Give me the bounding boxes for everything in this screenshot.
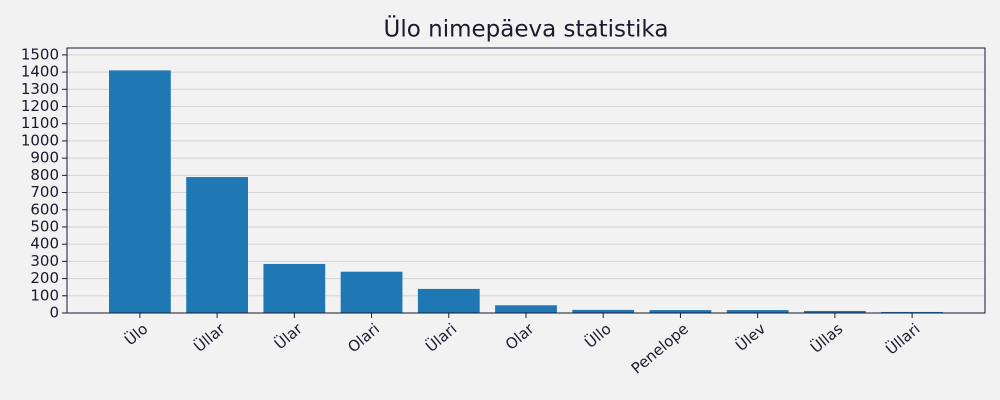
bar bbox=[881, 311, 943, 313]
bar bbox=[495, 305, 557, 313]
bar bbox=[572, 309, 635, 313]
y-tick-label: 1100 bbox=[21, 114, 59, 132]
y-tick-label: 200 bbox=[30, 269, 59, 287]
y-tick-label: 0 bbox=[49, 304, 59, 322]
y-tick-label: 700 bbox=[30, 183, 59, 201]
bar bbox=[649, 310, 712, 313]
chart-title: Ülo nimepäeva statistika bbox=[384, 15, 669, 43]
bar bbox=[109, 70, 171, 313]
bar bbox=[726, 310, 789, 313]
y-tick-label: 1200 bbox=[21, 97, 59, 115]
y-tick-label: 800 bbox=[30, 166, 59, 184]
y-tick-label: 1500 bbox=[21, 45, 59, 63]
bar bbox=[803, 310, 866, 313]
y-tick-label: 1300 bbox=[21, 80, 59, 98]
y-tick-label: 300 bbox=[30, 252, 59, 270]
y-tick-label: 500 bbox=[30, 217, 59, 235]
y-tick-label: 900 bbox=[30, 149, 59, 167]
y-tick-label: 400 bbox=[30, 235, 59, 253]
bar bbox=[340, 271, 403, 313]
bar bbox=[263, 263, 326, 313]
y-tick-label: 1400 bbox=[21, 63, 59, 81]
y-tick-label: 600 bbox=[30, 200, 59, 218]
bar bbox=[186, 177, 249, 313]
y-tick-label: 1000 bbox=[21, 131, 59, 149]
y-tick-label: 100 bbox=[30, 286, 59, 304]
bar bbox=[417, 288, 480, 313]
plot-frame bbox=[66, 47, 986, 314]
